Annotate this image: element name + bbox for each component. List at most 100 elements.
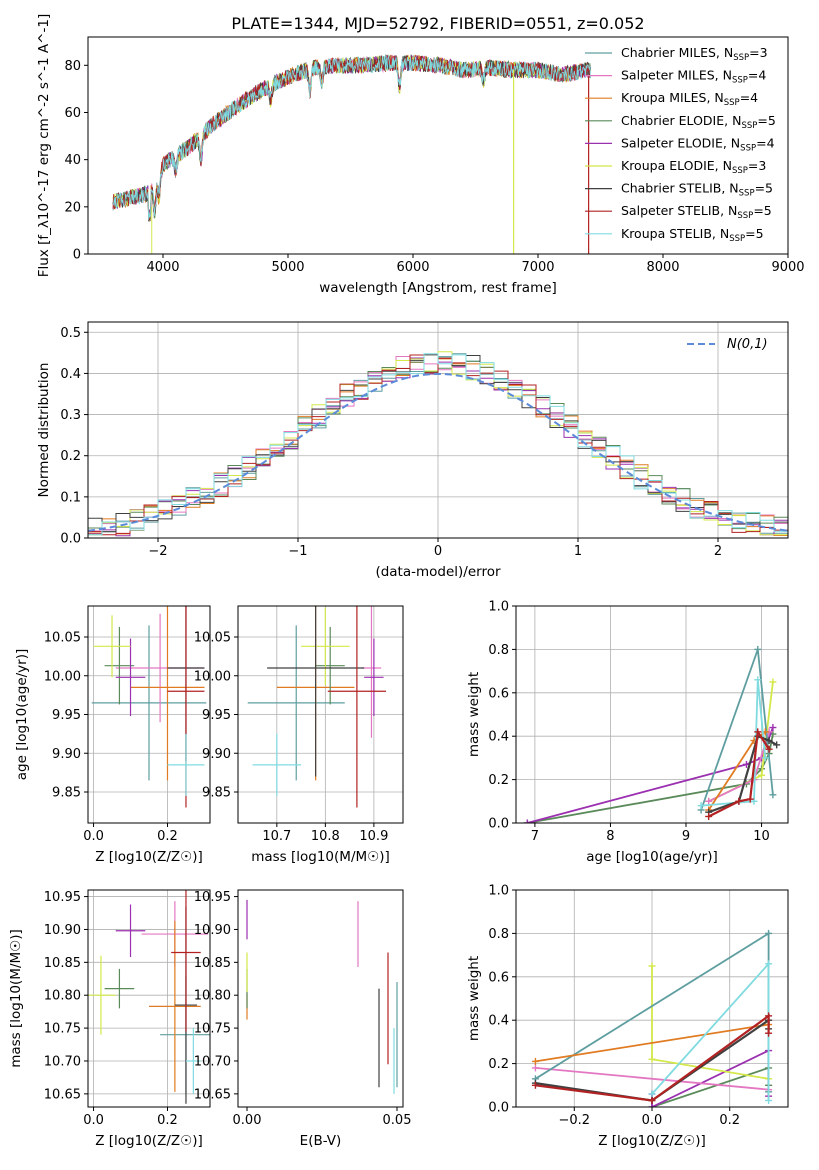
normal-curve [88,372,788,532]
y-axis-label: age [log10(age/yr)] [14,649,30,781]
legend-value: =4 [748,68,766,83]
weight-series-salpeter-elodie [648,1047,773,1107]
y-tick-label: 10.90 [194,923,231,938]
y-tick-label: 80 [64,59,81,74]
point-kroupa-stelib [252,733,302,796]
legend-subscript: SSP [732,166,748,176]
legend-value: =5 [753,203,771,218]
x-tick-label: 10.7 [262,829,291,844]
y-axis-label: mass [log10(M/M☉)] [8,929,24,1068]
residuals-panel: −2 −1 0 1 2 0.0 0.1 0.2 0.3 0.4 0.5 (data-model)/er… [36,321,789,580]
x-tick-label: 8000 [646,260,679,275]
legend-text: Salpeter MILES, N [621,68,732,83]
axes-frame [87,889,211,1108]
y-tick-label: 0 [73,248,81,263]
legend-label: Salpeter ELODIE, NSSP=4 [621,135,775,153]
point-kroupa-elodie [301,607,350,686]
y-tick-label: 9.90 [52,747,81,762]
y-tick-label: 10.05 [44,631,81,646]
legend-text: Chabrier ELODIE, N [621,113,741,128]
y-tick-label: 0.5 [60,326,81,341]
y-tick-label: 9.90 [202,747,231,762]
x-axis-label: mass [log10(M/M☉)] [251,849,390,865]
legend-text: Kroupa MILES, N [621,90,724,105]
spectrum-line-kroupa-elodie [112,55,574,223]
y-tick-label: 0.0 [488,1101,509,1116]
y-tick-label: 10.75 [194,1022,231,1037]
x-tick-label: 5000 [271,260,304,275]
y-tick-label: 10.95 [44,890,81,905]
y-tick-label: 10.95 [194,890,231,905]
x-tick-label: −2 [148,544,167,559]
x-tick-label: 0.0 [642,1113,663,1128]
point-salpeter-stelib [171,890,201,1032]
x-tick-label: −0.2 [558,1113,590,1128]
spectrum-line-salpeter-stelib [112,54,591,221]
x-tick-label: 10 [753,829,770,844]
y-axis-label: Flux [f_λ10^-17 erg cm^-2 s^-1 A^-1] [36,14,52,277]
legend-label: Kroupa ELODIE, NSSP=3 [621,158,766,176]
y-tick-label: 10.80 [194,989,231,1004]
y-tick-label: 0.0 [488,817,509,832]
point-chabrier-elodie [104,626,135,705]
point-salpeter-elodie [364,638,384,717]
y-tick-label: 0.2 [488,1057,509,1072]
legend-value: =4 [756,135,774,150]
y-tick-label: 0.2 [60,449,81,464]
legend-value: =5 [757,113,775,128]
legend-subscript: SSP [740,143,756,153]
y-tick-label: 9.95 [52,708,81,723]
age-vs-metallicity-panel: 0.0 0.2 9.85 9.90 9.95 10.00 10.05 Z [log10(Z/Z… [14,605,211,865]
x-tick-label: 2 [714,544,722,559]
legend-label: Chabrier STELIB, NSSP=5 [621,181,773,199]
legend-text: Chabrier MILES, N [621,45,733,60]
legend-subscript: SSP [737,211,753,221]
weight-vs-age-panel: 7 8 9 10 0.0 0.2 0.4 0.6 0.8 1.0 age [log10(age/yr… [466,600,789,865]
y-axis-label: Normed distribution [36,363,52,498]
x-tick-label: 7000 [521,260,554,275]
legend-value: =5 [755,181,773,196]
weight-vs-metallicity-panel: −0.2 0.0 0.2 0.0 0.2 0.4 0.6 0.8 1.0 Z [log10(Z/Z… [466,884,789,1149]
x-axis-label: wavelength [Angstrom, rest frame] [319,280,557,296]
legend-label: Kroupa MILES, NSSP=4 [621,90,758,108]
weight-series-kroupa-stelib [648,960,773,1104]
weight-line [535,1013,770,1102]
point-kroupa-miles [149,920,201,1092]
legend-text: Salpeter STELIB, N [621,203,737,218]
point-salpeter-stelib [327,606,387,808]
x-axis-label: Z [log10(Z/Z☉)] [95,1133,203,1149]
y-tick-label: 10.00 [194,669,231,684]
x-axis-label: Z [log10(Z/Z☉)] [598,1133,706,1149]
legend-value: =3 [748,158,766,173]
y-axis-label: mass weight [466,672,482,757]
y-tick-label: 0.6 [488,970,509,985]
x-tick-label: 0.05 [383,1113,412,1128]
y-tick-label: 9.85 [52,786,81,801]
y-tick-label: 10.85 [194,956,231,971]
x-tick-label: 0.2 [157,829,178,844]
histogram-kroupa-stelib [88,353,788,538]
y-tick-label: 60 [64,106,81,121]
legend-subscript: SSP [729,234,745,244]
weight-series-salpeter-elodie [523,724,777,823]
legend-subscript: SSP [741,121,757,131]
point-chabrier-elodie [104,968,135,1009]
legend-label: Kroupa STELIB, NSSP=5 [621,226,764,244]
y-tick-label: 10.85 [44,956,81,971]
y-tick-label: 10.65 [194,1087,231,1102]
legend-text: Salpeter ELODIE, N [621,135,740,150]
y-tick-label: 0.4 [60,367,81,382]
weight-series-chabrier-stelib [705,732,781,816]
legend-label: N(0,1) [727,337,768,352]
y-tick-label: 20 [64,200,81,215]
spectrum-line-kroupa-miles [112,54,591,222]
x-tick-label: 0.00 [233,1113,262,1128]
y-tick-label: 0.4 [488,730,509,745]
x-axis-label: E(B-V) [300,1133,342,1149]
y-tick-label: 0.4 [488,1014,509,1029]
point-salpeter-elodie [115,638,146,717]
y-tick-label: 9.85 [202,786,231,801]
spectrum-line-chabrier-stelib [112,54,591,222]
